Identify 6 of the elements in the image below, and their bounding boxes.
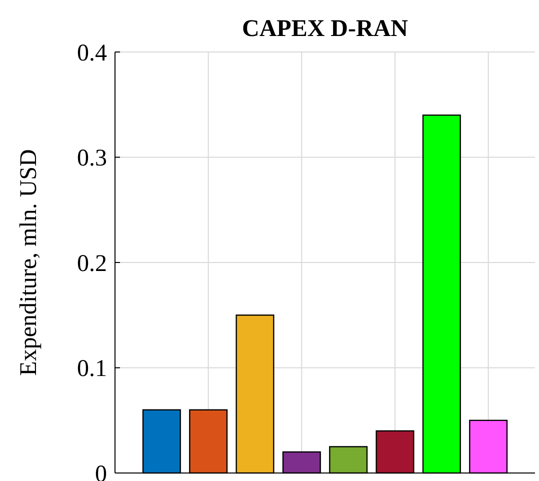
y-axis-title: Expenditure, mln. USD bbox=[16, 149, 42, 376]
y-tick-label: 0.2 bbox=[77, 250, 107, 277]
y-tick-label: 0.1 bbox=[77, 356, 107, 382]
y-tick-label: 0.3 bbox=[77, 146, 107, 172]
chart-title: CAPEX D-RAN bbox=[242, 16, 409, 42]
y-tick-label: 0.4 bbox=[77, 40, 107, 66]
